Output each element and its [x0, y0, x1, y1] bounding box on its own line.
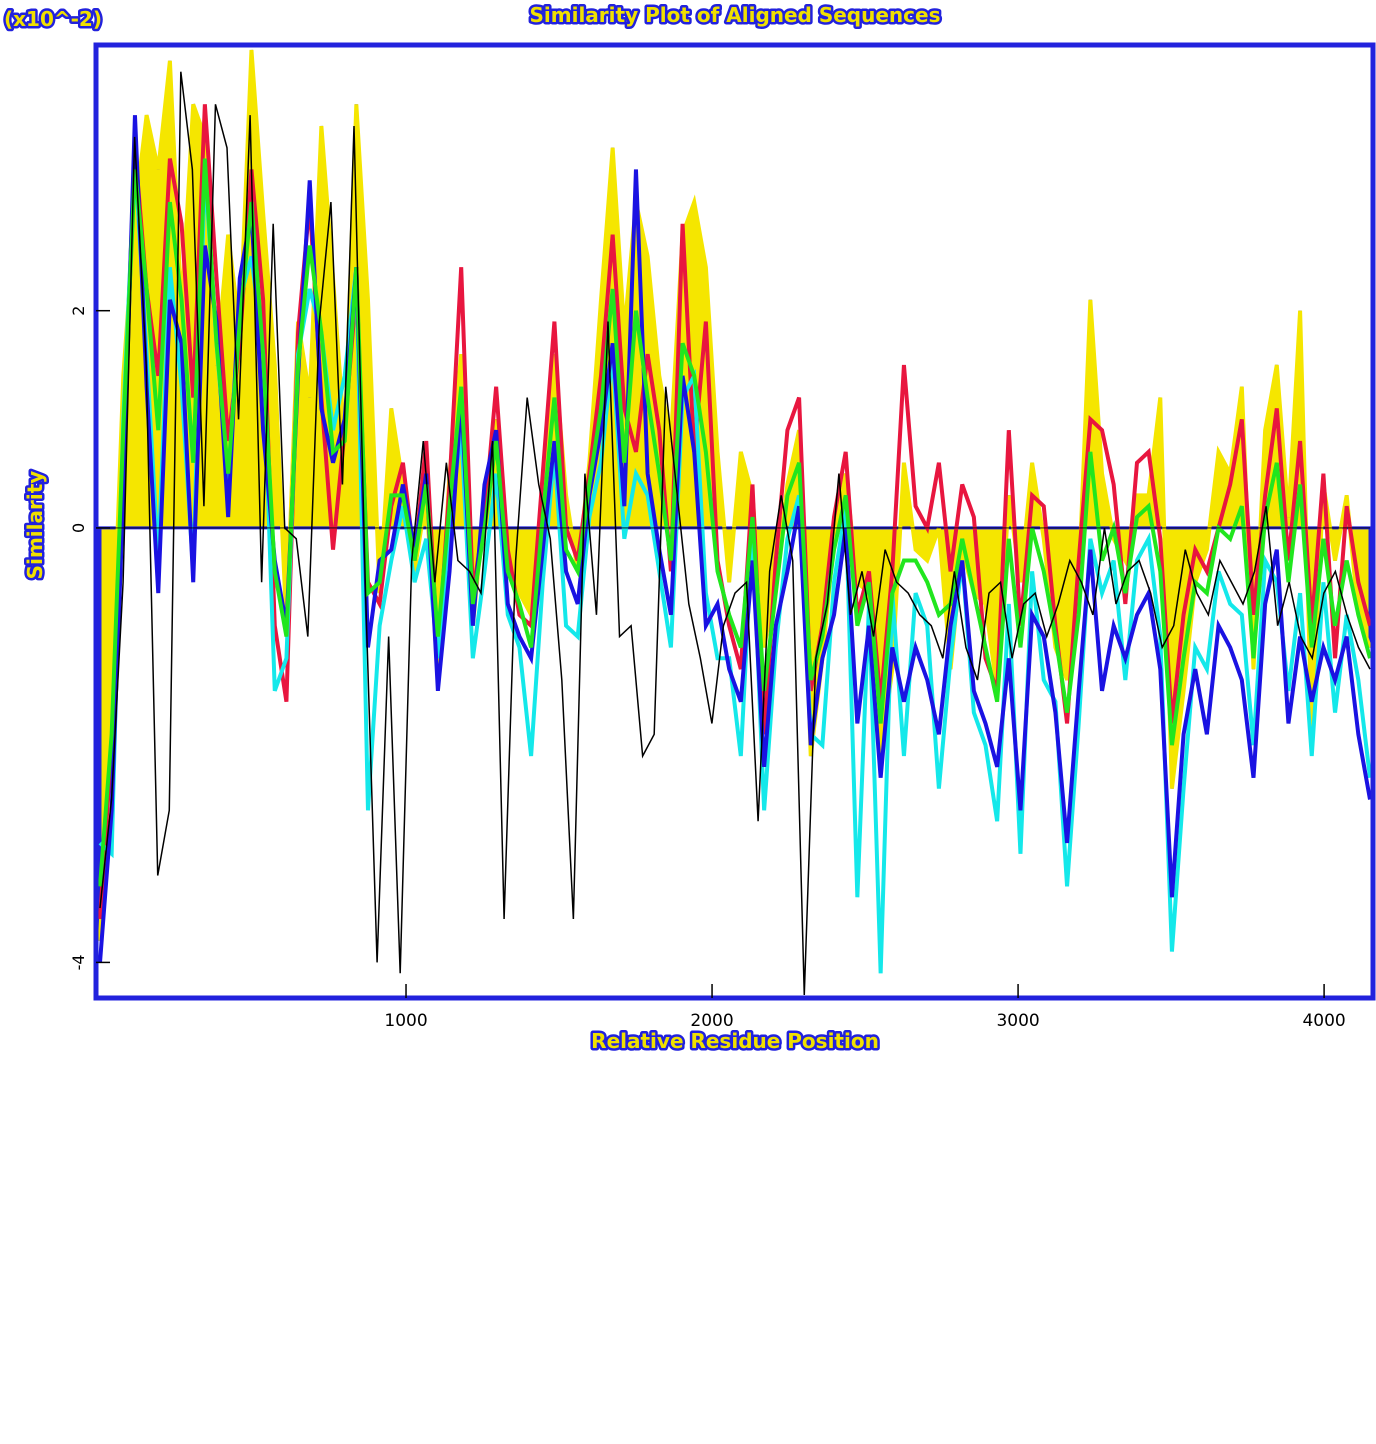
series-line-5 [98, 158, 1372, 887]
similarity-chart: Similarity Plot of Aligned Sequences (x1… [2, 1, 1376, 1056]
series-line-4 [98, 115, 1372, 963]
series-line-6 [99, 71, 1371, 996]
y-tick-label: 0 [69, 523, 88, 533]
series-line-1 [98, 49, 1372, 941]
x-tick-label: 2000 [690, 1011, 733, 1031]
plot-frame [93, 42, 1376, 1001]
series-line-3 [98, 158, 1372, 974]
y-axis-label: Similarity [23, 471, 47, 580]
x-tick-label: 4000 [1302, 1011, 1345, 1031]
x-axis-ticks: 1000 2000 3000 4000 [384, 984, 1346, 1031]
y-axis-ticks: -4 0 2 [69, 306, 110, 970]
y-exponent-label: (x10^-2) [4, 7, 102, 31]
x-tick-label: 1000 [384, 1011, 427, 1031]
y-tick-label: 2 [69, 306, 88, 316]
y-tick-label: -4 [69, 954, 88, 970]
x-tick-label: 3000 [996, 1011, 1039, 1031]
chart-title: Similarity Plot of Aligned Sequences [529, 3, 940, 27]
plot-area [98, 49, 1372, 996]
x-axis-label: Relative Residue Position [591, 1029, 879, 1053]
